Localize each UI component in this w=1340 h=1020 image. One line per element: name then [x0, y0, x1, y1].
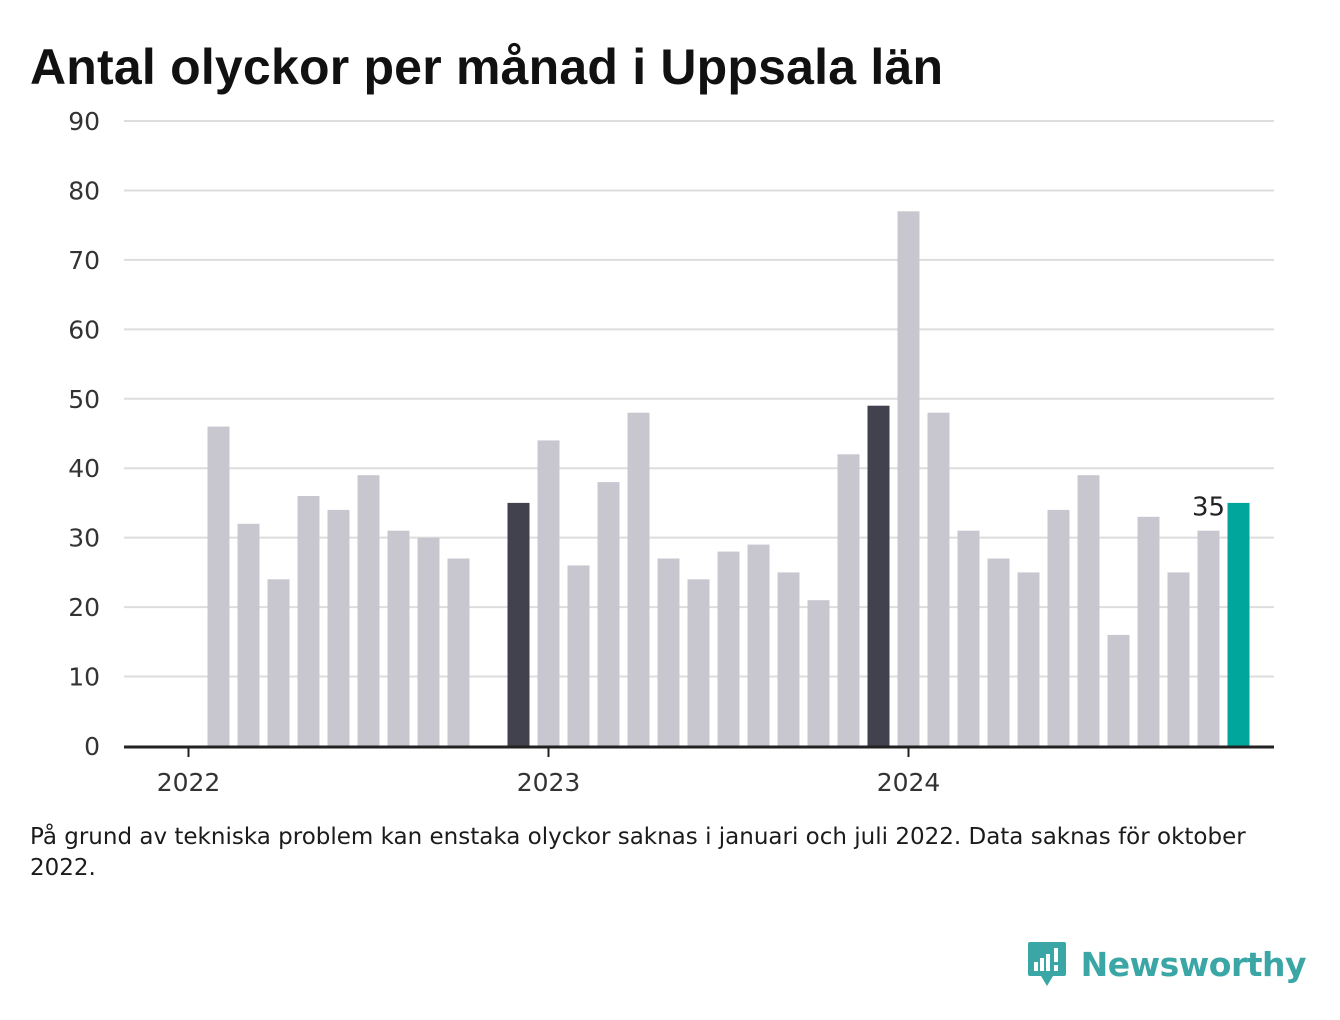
- brand-name: Newsworthy: [1080, 944, 1307, 984]
- bar-2022-09: [417, 537, 440, 746]
- bar-2023-01: [537, 440, 560, 746]
- bars: [207, 211, 1250, 747]
- bar-2024-02: [927, 412, 950, 746]
- bar-2022-08: [387, 530, 410, 746]
- bar-2023-07: [717, 551, 740, 746]
- bar-2023-06: [687, 579, 710, 746]
- y-tick-label: 10: [68, 663, 100, 692]
- bar-2023-08: [747, 544, 770, 746]
- bar-2023-12: [867, 405, 890, 746]
- x-tick-label: 2024: [877, 768, 941, 797]
- y-tick-label: 80: [68, 176, 100, 205]
- bar-2022-02: [207, 426, 230, 746]
- footnote: På grund av tekniska problem kan enstaka…: [30, 824, 1246, 881]
- brand-logo: Newsworthy: [1027, 940, 1307, 988]
- bar-2024-03: [957, 530, 980, 746]
- bar-2022-07: [357, 475, 380, 746]
- bar-2024-05: [1017, 572, 1040, 746]
- bar-2024-12: [1227, 502, 1250, 746]
- bar-2022-05: [297, 496, 320, 746]
- bar-chart: 0 10 20 30 40 50 60 70 80 90 35 2022 2023 2024: [68, 107, 1274, 797]
- bar-2024-11: [1197, 530, 1220, 746]
- y-tick-label: 70: [68, 246, 100, 275]
- y-tick-label: 50: [68, 385, 100, 414]
- bar-2024-09: [1137, 516, 1160, 746]
- y-tick-label: 0: [84, 732, 100, 761]
- bar-2023-04: [627, 412, 650, 746]
- bar-2024-07: [1077, 475, 1100, 746]
- y-tick-label: 20: [68, 593, 100, 622]
- data-labels: 35: [1192, 493, 1225, 523]
- y-tick-label: 90: [68, 107, 100, 136]
- data-label: 35: [1192, 493, 1225, 523]
- bar-2023-02: [567, 565, 590, 746]
- bar-2022-06: [327, 509, 350, 746]
- bar-2023-05: [657, 558, 680, 746]
- bar-2022-04: [267, 579, 290, 746]
- y-tick-label: 30: [68, 524, 100, 553]
- x-tick-label: 2023: [517, 768, 581, 797]
- bar-2024-04: [987, 558, 1010, 746]
- bar-2024-08: [1107, 634, 1130, 746]
- bar-2023-09: [777, 572, 800, 746]
- bar-2024-01: [897, 211, 920, 747]
- bar-2023-11: [837, 454, 860, 746]
- bar-2022-12: [507, 502, 530, 746]
- x-tick-label: 2022: [157, 768, 221, 797]
- bar-2022-03: [237, 523, 260, 746]
- y-tick-label: 60: [68, 315, 100, 344]
- bar-2022-10: [447, 558, 470, 746]
- bar-2024-10: [1167, 572, 1190, 746]
- newsworthy-logo-icon: [1027, 942, 1066, 986]
- y-axis-tick-labels: 0 10 20 30 40 50 60 70 80 90: [68, 107, 100, 761]
- chart-title: Antal olyckor per månad i Uppsala län: [30, 39, 944, 95]
- bar-2023-03: [597, 482, 620, 746]
- bar-2024-06: [1047, 509, 1070, 746]
- x-axis-ticks: 2022 2023 2024: [157, 747, 941, 797]
- y-tick-label: 40: [68, 454, 100, 483]
- bar-2023-10: [807, 600, 830, 746]
